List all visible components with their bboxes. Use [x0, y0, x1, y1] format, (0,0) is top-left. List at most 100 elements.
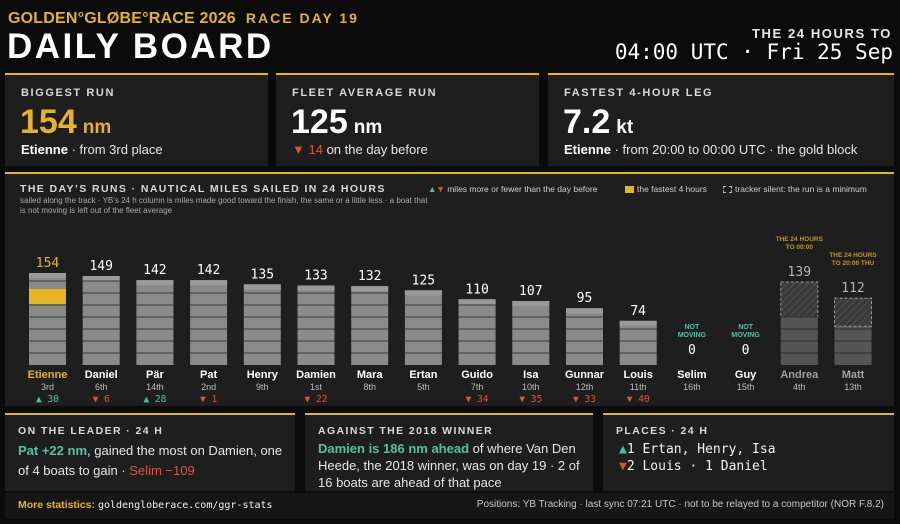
page-title: DAILY BOARD [7, 27, 274, 66]
gold-block [29, 289, 66, 304]
bar-pat [190, 280, 228, 365]
leader-label: ON THE LEADER · 24 H [18, 425, 164, 437]
boat-place: 13th [844, 382, 862, 392]
fastest-leg-label: FASTEST 4-HOUR LEG [564, 87, 714, 99]
boat-change: ▼ 34 [466, 394, 489, 405]
bar-value: 110 [465, 282, 488, 297]
boat-name: Matt [842, 369, 865, 381]
bar-mara [351, 286, 389, 365]
fastest-leg-card: FASTEST 4-HOUR LEG 7.2 kt Etienne · from … [548, 73, 894, 166]
boat-name: Pär [146, 369, 164, 381]
boat-name: Isa [523, 369, 539, 381]
places-card: PLACES · 24 H ▲1 Ertan, Henry, Isa ▼2 Lo… [603, 413, 894, 491]
leader-text: Pat +22 nm, gained the most on Damien, o… [18, 441, 288, 481]
footer: More statistics: goldengloberace.com/ggr… [5, 493, 894, 519]
bar-value: 132 [358, 269, 381, 284]
bar-etienne [29, 273, 66, 365]
bar-louis [619, 320, 657, 365]
boat-place: 15th [737, 382, 755, 392]
bar-cap [190, 280, 228, 286]
winner-label: AGAINST THE 2018 WINNER [318, 425, 494, 437]
biggest-run-detail: Etienne · from 3rd place [21, 142, 163, 157]
bar-cap [136, 280, 174, 286]
boat-place: 12th [576, 382, 594, 392]
fastest-leg-number: 7.2 [563, 103, 611, 141]
legend-gold: the fastest 4 hours [625, 184, 707, 194]
fleet-average-value: 125 nm [291, 103, 382, 142]
bar-value: 125 [412, 273, 435, 288]
biggest-run-card: BIGGEST RUN 154 nm Etienne · from 3rd pla… [5, 73, 268, 166]
boat-name: Guido [461, 369, 493, 381]
fleet-average-change: ▼ 14 [292, 142, 323, 157]
up-arrow-icon: ▲ [619, 442, 627, 457]
leader-highlight: Pat +22 nm [18, 443, 88, 458]
boat-place: 9th [256, 382, 269, 392]
legend-down-arrow-icon: ▼ [436, 184, 445, 194]
bar-cap [351, 286, 389, 292]
boat-place: 3rd [41, 382, 54, 392]
leader-body: , gained the most on Damien, one of 4 bo… [18, 443, 283, 478]
brand-name: GOLDEN°GLØBE°RACE 2026 [8, 10, 236, 27]
boat-name: Guy [735, 369, 757, 381]
silent-note: TO 00:00 [786, 244, 814, 251]
biggest-run-boat: Etienne [21, 142, 68, 157]
window-time: 04:00 UTC · Fri 25 Sep [614, 40, 893, 64]
bar-value: 142 [143, 263, 166, 278]
bar-ertan [404, 290, 442, 365]
boat-change: ▼ 22 [305, 394, 328, 405]
places-list: ▲1 Ertan, Henry, Isa ▼2 Louis · 1 Daniel [619, 441, 776, 475]
bar-value: 135 [251, 267, 274, 282]
legend-change: ▲▼ miles more or fewer than the day befo… [428, 184, 597, 194]
fleet-average-label: FLEET AVERAGE RUN [292, 87, 438, 99]
bar-cap [243, 284, 281, 290]
boat-place: 5th [417, 382, 430, 392]
boat-name: Daniel [85, 369, 118, 381]
boat-name: Louis [624, 369, 653, 381]
fleet-average-detail: ▼ 14 on the day before [292, 142, 428, 157]
boat-place: 16th [683, 382, 701, 392]
bar-cap [458, 299, 496, 305]
places-up: 1 Ertan, Henry, Isa [626, 442, 776, 457]
places-label: PLACES · 24 H [616, 425, 709, 437]
boat-place: 8th [363, 382, 376, 392]
bar-silent-part [780, 281, 819, 318]
bar-pär [136, 280, 174, 365]
fastest-leg-value: 7.2 kt [563, 103, 633, 142]
bar-value: 133 [304, 269, 327, 284]
bar-isa [512, 301, 550, 365]
bar-damien [297, 285, 335, 365]
more-stats-link[interactable]: goldengloberace.com/ggr-stats [97, 500, 273, 511]
boat-name: Etienne [28, 369, 68, 381]
chart-description: sailed along the track · YB’s 24 h colum… [20, 196, 428, 215]
not-moving-label: NOT [685, 324, 701, 331]
bar-value: 74 [630, 304, 646, 319]
more-stats: More statistics: goldengloberace.com/ggr… [18, 499, 273, 511]
legend-up-arrow-icon: ▲ [428, 184, 437, 194]
bar-cap [82, 275, 120, 281]
bar-value: 0 [742, 343, 750, 358]
down-arrow-icon: ▼ [619, 459, 627, 474]
not-moving-label: MOVING [731, 332, 760, 339]
silent-note: THE 24 HOURS [776, 236, 824, 243]
legend-silent-text: tracker silent: the run is a minimum [735, 184, 867, 194]
footer-note: Positions: YB Tracking · last sync 07:21… [476, 499, 884, 510]
more-stats-label: More statistics: [18, 499, 96, 511]
bar-cap [29, 273, 66, 278]
fastest-leg-boat: Etienne [564, 142, 611, 157]
boat-change: ▼ 35 [519, 394, 542, 405]
places-down-row: ▼2 Louis · 1 Daniel [619, 458, 776, 475]
silent-note: TO 20:00 THU [832, 260, 875, 267]
boat-place: 1st [310, 382, 323, 392]
biggest-run-value: 154 nm [20, 103, 111, 142]
not-moving-label: NOT [738, 324, 754, 331]
bar-guido [458, 299, 496, 365]
places-down: 2 Louis · 1 Daniel [626, 459, 768, 474]
places-up-row: ▲1 Ertan, Henry, Isa [619, 441, 776, 458]
fleet-average-unit: nm [353, 117, 383, 138]
boat-place: 7th [471, 382, 484, 392]
boat-change: ▲ 30 [36, 394, 59, 405]
boat-name: Henry [247, 369, 279, 381]
bar-value: 154 [36, 256, 60, 271]
boat-change: ▼ 1 [200, 394, 217, 405]
header: GOLDEN°GLØBE°RACE 2026 RACE DAY 19 DAILY … [0, 0, 900, 70]
